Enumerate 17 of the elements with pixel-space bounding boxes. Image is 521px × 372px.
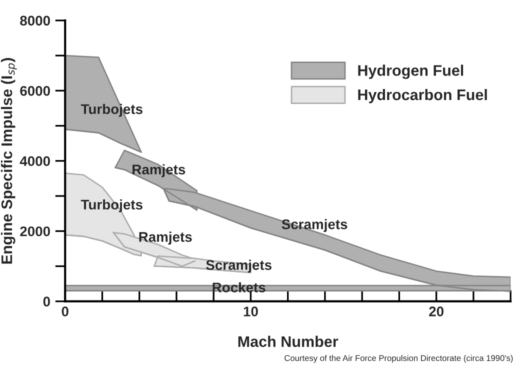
annotation: Turbojets: [80, 199, 142, 212]
y-tick-label: 0: [43, 296, 50, 306]
x-tick-label: 20: [429, 306, 444, 316]
x-axis-title: Mach Number: [238, 336, 338, 348]
legend-label: Hydrocarbon Fuel: [358, 88, 487, 104]
x-tick-label: 10: [244, 306, 258, 316]
y-tick-label: 8000: [20, 16, 50, 26]
y-tick-label: 2000: [20, 226, 50, 236]
annotation: Ramjets: [139, 232, 192, 245]
annotation: Scramjets: [206, 260, 272, 273]
legend-label: Hydrogen Fuel: [358, 64, 464, 79]
y-tick-label: 6000: [20, 86, 50, 96]
annotation: Rockets: [212, 282, 266, 292]
text: Courtesy of the Air Force Propulsion Directorate (circa 1990's): [284, 354, 513, 363]
x-tick-label: 0: [62, 306, 68, 316]
y-axis-title: Engine Specific Impulse (I$_{sp}$): [0, 58, 17, 264]
y-tick-label: 4000: [20, 156, 50, 166]
